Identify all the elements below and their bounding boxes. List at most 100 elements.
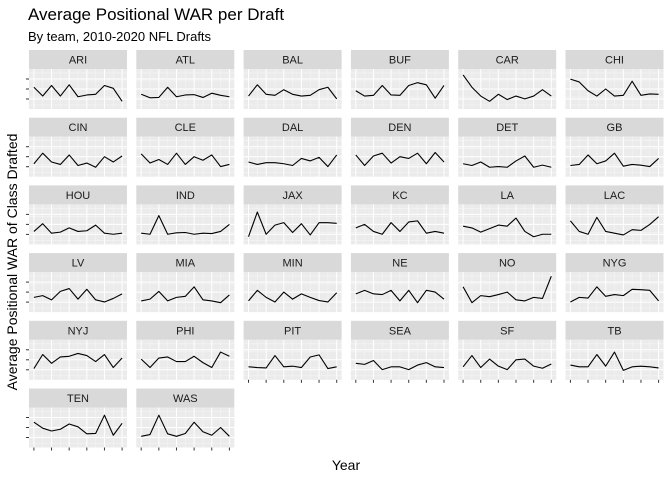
facet-label: TEN (67, 393, 89, 405)
facet-strip (458, 253, 557, 273)
facet-strip (350, 253, 449, 273)
facet-strip (565, 320, 664, 340)
facet-strip (136, 253, 235, 273)
facet-buf: BUF (350, 50, 449, 109)
facet-label: ATL (176, 55, 195, 67)
series-line-hou (33, 223, 123, 235)
series-line-tb (570, 351, 659, 371)
facet-tb: TB (565, 320, 664, 383)
facet-cle: CLE (136, 117, 235, 177)
facet-label: NO (499, 258, 516, 270)
facet-strip (350, 50, 449, 69)
facet-label: MIN (283, 258, 303, 270)
series-line-dal (248, 154, 338, 168)
series-line-ne (355, 289, 445, 304)
chart-subtitle: By team, 2010-2020 NFL Drafts (28, 29, 212, 44)
facet-strip (243, 320, 342, 340)
facet-lac: LAC (565, 185, 664, 245)
facet-strip (29, 320, 127, 340)
facet-label: NE (392, 258, 407, 270)
facet-label: IND (176, 190, 195, 202)
facet-label: LV (72, 258, 85, 270)
facet-strip (243, 185, 342, 205)
series-line-cin (33, 152, 123, 168)
facet-label: CIN (69, 122, 88, 134)
facet-strip (458, 185, 557, 205)
facet-sf: SF (458, 320, 557, 383)
facet-strip (29, 388, 127, 408)
series-line-sf (462, 355, 552, 371)
facet-car: CAR (458, 50, 557, 109)
series-line-nyg (570, 286, 660, 303)
facet-gb: GB (565, 117, 664, 177)
facet-ten: TEN (26, 388, 127, 451)
facet-hou: HOU (26, 185, 127, 245)
series-line-atl (140, 86, 230, 99)
series-line-ari (33, 84, 123, 102)
series-line-mia (141, 286, 230, 304)
facet-den: DEN (350, 117, 449, 177)
facet-det: DET (458, 117, 557, 177)
facet-strip (565, 50, 664, 69)
facet-label: HOU (66, 190, 91, 202)
facet-strip (136, 185, 235, 205)
facet-grid: ARI ATL BAL BUF CAR CHI CIN CLE DAL DEN DET GB HOU IN… (26, 50, 664, 451)
facet-strip (458, 117, 557, 137)
series-line-kc (355, 220, 445, 235)
facet-label: PIT (284, 325, 301, 337)
facet-sea: SEA (350, 320, 449, 383)
facet-label: DEN (388, 122, 411, 134)
series-line-pit (248, 354, 337, 370)
facet-label: LAC (604, 190, 625, 202)
facet-strip (350, 320, 449, 340)
facet-label: PHI (176, 325, 194, 337)
facet-atl: ATL (136, 50, 235, 109)
series-line-bal (248, 84, 338, 100)
facet-jax: JAX (243, 185, 342, 245)
x-axis-title: Year (332, 457, 361, 473)
facet-mia: MIA (136, 253, 235, 313)
facet-la: LA (458, 185, 557, 245)
series-line-phi (140, 351, 230, 369)
facet-label: CAR (496, 55, 519, 67)
facet-strip (136, 320, 235, 340)
facet-kc: KC (350, 185, 449, 245)
series-line-ten (33, 414, 123, 436)
facet-no: NO (458, 253, 557, 313)
facet-was: WAS (136, 388, 235, 451)
facet-strip (565, 185, 664, 205)
facet-strip (350, 117, 449, 137)
series-line-buf (355, 82, 445, 99)
y-axis-title: Average Positional WAR of Class Drafted (4, 134, 20, 391)
facet-strip (29, 117, 127, 137)
series-line-was (141, 414, 230, 437)
series-line-gb (570, 152, 659, 168)
series-line-den (355, 151, 445, 167)
series-line-la (462, 217, 552, 238)
facet-dal: DAL (243, 117, 342, 177)
facet-bal: BAL (243, 50, 342, 109)
facet-label: GB (607, 122, 623, 134)
facet-label: NYG (603, 258, 627, 270)
facet-strip (565, 117, 664, 137)
facet-label: LA (500, 190, 514, 202)
facet-strip (136, 117, 235, 137)
series-line-min (248, 289, 338, 303)
facet-strip (243, 50, 342, 69)
facet-ari: ARI (26, 50, 127, 109)
facet-lv: LV (26, 253, 127, 313)
facet-strip (458, 320, 557, 340)
series-line-cle (140, 152, 230, 168)
facet-label: MIA (176, 258, 196, 270)
series-line-chi (570, 78, 659, 97)
facet-strip (29, 50, 127, 69)
facet-pit: PIT (243, 320, 342, 383)
facet-label: WAS (173, 393, 198, 405)
facet-strip (29, 253, 127, 273)
facet-label: BAL (282, 55, 303, 67)
facet-strip (136, 388, 235, 408)
series-line-lac (569, 216, 659, 236)
chart-title: Average Positional WAR per Draft (28, 5, 284, 24)
facet-ne: NE (350, 253, 449, 313)
